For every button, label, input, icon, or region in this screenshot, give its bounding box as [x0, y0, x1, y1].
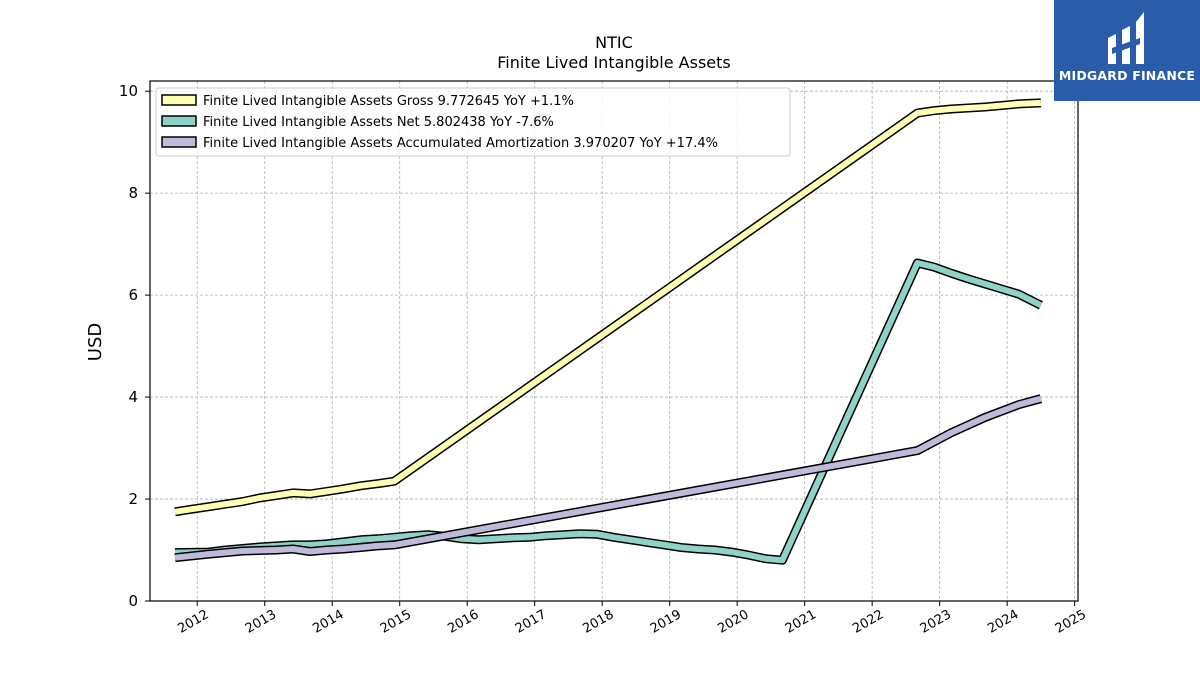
legend-label: Finite Lived Intangible Assets Net 5.802…: [203, 115, 554, 130]
y-axis-label: USD: [85, 323, 106, 361]
y-tick-label: 0: [128, 592, 138, 610]
x-tick-label: 2021: [783, 607, 819, 637]
legend-swatch: [161, 115, 197, 127]
x-tick-label: 2014: [310, 607, 346, 637]
y-tick-label: 6: [128, 286, 138, 304]
x-tick-label: 2016: [445, 607, 481, 637]
chart-subtitle: Finite Lived Intangible Assets: [497, 53, 730, 72]
x-tick-label: 2015: [378, 607, 414, 637]
series-outline: [174, 258, 1043, 565]
logo-mark-icon: [1108, 12, 1144, 64]
x-tick-label: 2024: [985, 607, 1021, 637]
series-stroke: [174, 260, 1043, 564]
x-tick-label: 2018: [580, 607, 616, 637]
series-line-3: [174, 394, 1043, 563]
y-tick-label: 2: [128, 490, 138, 508]
x-tick-label: 2012: [175, 607, 211, 637]
y-tick-label: 4: [128, 388, 138, 406]
x-tick-label: 2023: [918, 607, 954, 637]
legend-swatch: [161, 94, 197, 106]
plot-frame: [149, 80, 1079, 602]
series-stroke: [174, 99, 1042, 515]
midgard-finance-logo: MIDGARD FINANCE: [1054, 0, 1200, 101]
x-tick-label: 2017: [513, 607, 549, 637]
x-tick-label: 2025: [1053, 607, 1089, 637]
logo-text: MIDGARD FINANCE: [1058, 68, 1196, 83]
series-line-1: [174, 98, 1042, 517]
x-tick-label: 2022: [850, 607, 886, 637]
y-tick-label: 8: [128, 184, 138, 202]
legend-box: [155, 87, 791, 157]
x-tick-label: 2020: [715, 607, 751, 637]
chart-title: NTIC: [595, 33, 633, 52]
legend-swatch: [161, 136, 197, 148]
series-stroke: [174, 395, 1042, 561]
y-tick-label: 10: [119, 82, 138, 100]
legend: Finite Lived Intangible Assets Gross 9.7…: [155, 87, 791, 157]
legend-label: Finite Lived Intangible Assets Gross 9.7…: [203, 94, 574, 109]
legend-label: Finite Lived Intangible Assets Accumulat…: [203, 136, 718, 151]
grid: [150, 81, 1078, 602]
x-tick-label: 2019: [648, 607, 684, 637]
series-group: [174, 98, 1043, 565]
series-line-2: [174, 258, 1043, 565]
x-tick-label: 2013: [243, 607, 279, 637]
